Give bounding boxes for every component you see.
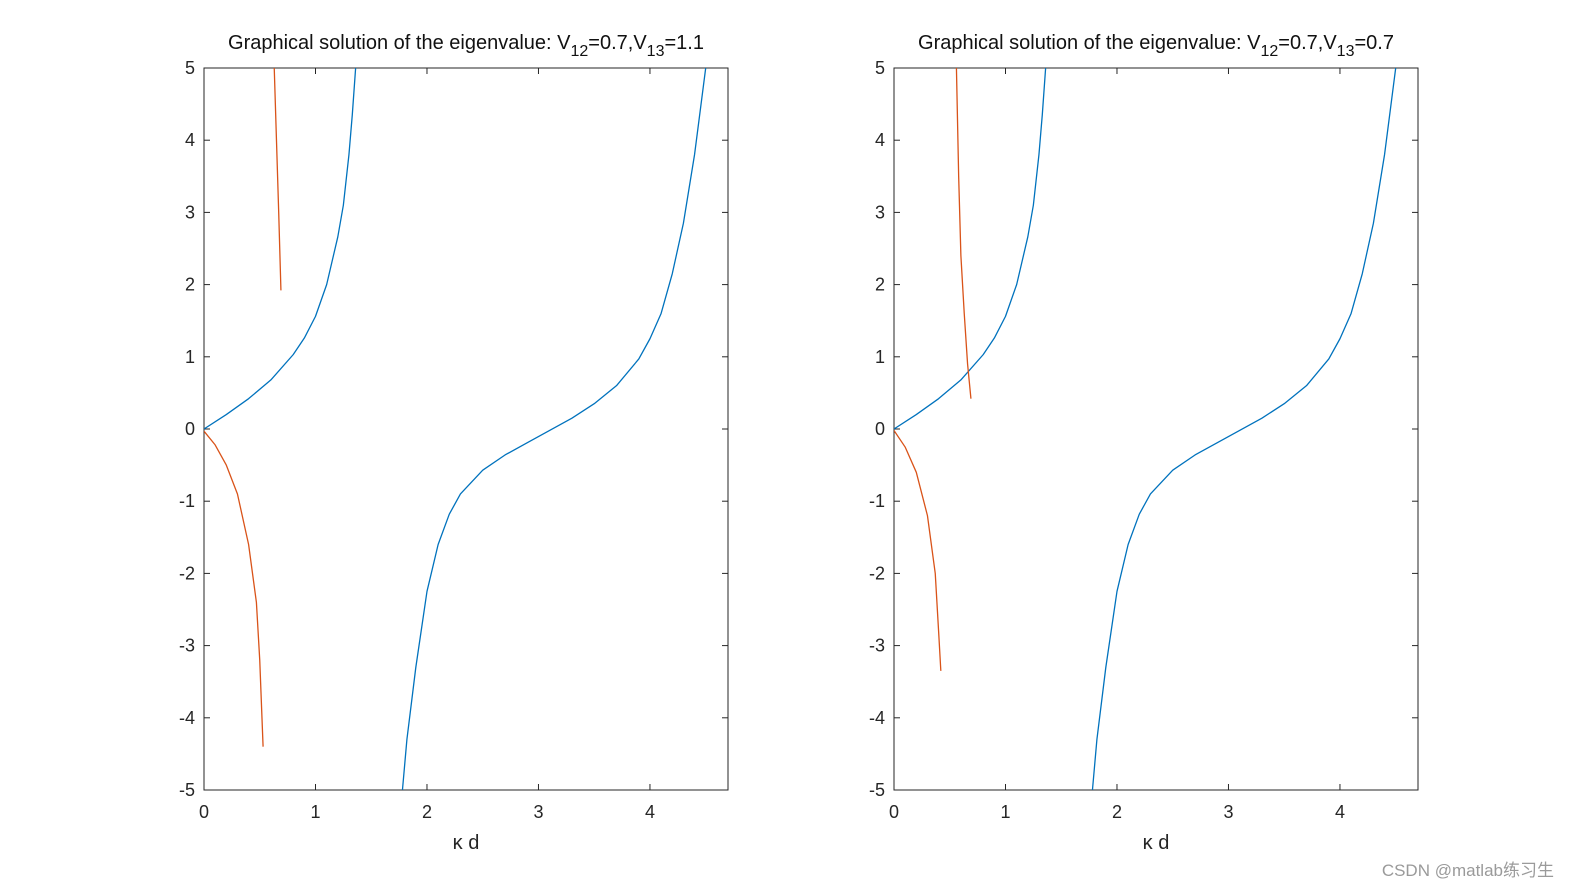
title-text: =0.7 [1354,32,1393,54]
x-tick-label: 4 [1335,802,1345,822]
x-tick-label: 3 [1223,802,1233,822]
title-subscript: 12 [1260,43,1278,60]
y-tick-label: 1 [875,347,885,367]
y-tick-label: -4 [869,708,885,728]
y-tick-label: -2 [869,563,885,583]
title-text: =0.7,V [588,32,647,54]
y-tick-label: 3 [875,202,885,222]
title-text: =1.1 [664,32,703,54]
watermark-text: CSDN @matlab练习生 [1381,861,1554,880]
y-tick-label: -2 [179,563,195,583]
series-2-line [894,430,942,671]
y-tick-label: 1 [185,347,195,367]
title-subscript: 13 [1337,43,1355,60]
y-tick-label: 4 [185,130,195,150]
y-tick-label: 0 [185,419,195,439]
x-tick-label: 2 [1112,802,1122,822]
series-1-line [401,68,707,790]
x-tick-label: 2 [422,802,432,822]
series-1-line [1091,68,1397,790]
title-subscript: 13 [647,43,665,60]
chart-title: Graphical solution of the eigenvalue: V1… [228,32,704,60]
y-tick-label: -5 [179,780,195,800]
axes-box [203,67,729,791]
x-axis-label: κ d [453,832,480,854]
title-subscript: 12 [570,43,588,60]
x-axis-label: κ d [1143,832,1170,854]
title-text: =0.7,V [1278,32,1337,54]
x-tick-label: 1 [1000,802,1010,822]
y-tick-label: -1 [179,491,195,511]
series-2-line [204,430,264,747]
y-tick-label: 2 [875,275,885,295]
series-2-line [955,68,972,399]
series-2-line [273,68,282,291]
y-tick-label: 5 [875,58,885,78]
chart-title: Graphical solution of the eigenvalue: V1… [918,32,1394,60]
series-1-line [894,68,1047,430]
x-tick-label: 1 [310,802,320,822]
y-tick-label: -1 [869,491,885,511]
x-tick-label: 0 [199,802,209,822]
x-tick-label: 0 [889,802,899,822]
y-tick-label: 5 [185,58,195,78]
y-tick-label: 2 [185,275,195,295]
y-tick-label: 3 [185,202,195,222]
series-1-line [204,68,357,430]
axes-box [893,67,1419,791]
title-text: Graphical solution of the eigenvalue: V [918,32,1261,54]
y-tick-label: -3 [179,636,195,656]
y-tick-label: 0 [875,419,885,439]
x-tick-label: 4 [645,802,655,822]
y-tick-label: -3 [869,636,885,656]
x-tick-label: 3 [533,802,543,822]
y-tick-label: -5 [869,780,885,800]
y-tick-label: -4 [179,708,195,728]
title-text: Graphical solution of the eigenvalue: V [228,32,571,54]
y-tick-label: 4 [875,130,885,150]
